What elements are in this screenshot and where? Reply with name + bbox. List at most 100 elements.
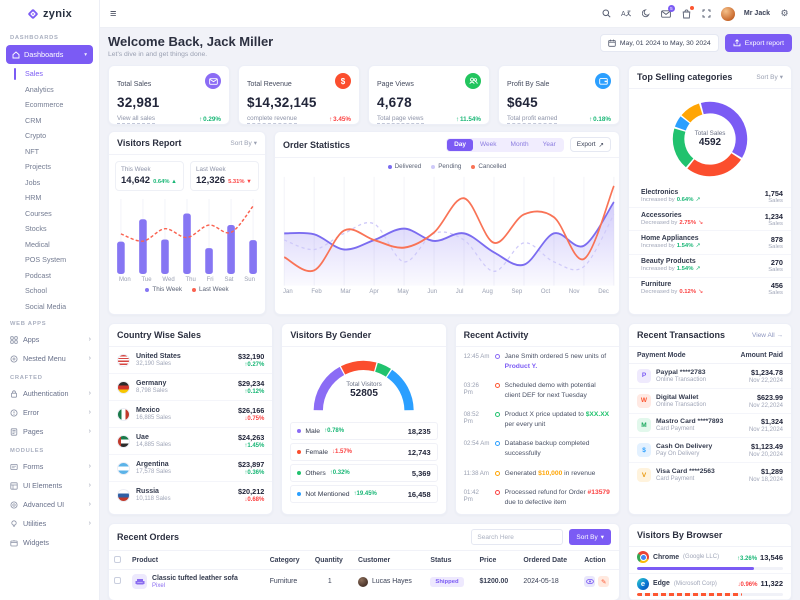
sidebar-item-utilities[interactable]: Utilities ›: [0, 514, 99, 533]
search-input[interactable]: [471, 529, 564, 545]
row-checkbox[interactable]: [114, 577, 121, 584]
brand-name: zynix: [42, 8, 72, 20]
column-header[interactable]: Category: [264, 551, 310, 570]
calendar-icon: [608, 39, 616, 47]
sidebar-item-advanced-ui[interactable]: Advanced UI ›: [0, 495, 99, 514]
select-all-checkbox[interactable]: [114, 555, 121, 563]
page-subtitle: Let's dive in and get things done.: [108, 51, 208, 58]
recent-transactions-panel: Recent Transactions View All → Payment M…: [628, 323, 792, 515]
column-header[interactable]: Price: [474, 551, 519, 570]
eye-icon: [585, 579, 594, 584]
visitors-report-panel: Visitors Report Sort By ▾ This Week 14,64…: [108, 131, 266, 315]
stat-cards: Total Sales 32,981 View all sales ↑ 0.29%…: [108, 65, 620, 125]
column-header[interactable]: Action: [579, 551, 619, 570]
stat-change: 3.45%: [333, 116, 351, 123]
view-all-link[interactable]: View All →: [752, 331, 783, 339]
sidebar-item-crypto[interactable]: Crypto: [25, 131, 47, 141]
cart-icon[interactable]: [681, 6, 694, 19]
sidebar-item-school[interactable]: School: [25, 286, 47, 296]
column-header[interactable]: Ordered Date: [518, 551, 580, 570]
export-button[interactable]: Export ↗: [569, 137, 611, 152]
chevron-right-icon: ›: [88, 501, 91, 508]
sidebar-item-crm[interactable]: CRM: [25, 115, 42, 125]
sidebar-item-podcast[interactable]: Podcast: [25, 270, 51, 280]
tab-day[interactable]: Day: [447, 138, 474, 151]
stat-link[interactable]: View all sales: [117, 115, 156, 124]
browsers-panel: Visitors By Browser Chrome (Google LLC) …: [628, 523, 792, 600]
sidebar-item-ui-elements[interactable]: UI Elements ›: [0, 476, 99, 495]
sidebar-item-social-media[interactable]: Social Media: [25, 301, 67, 311]
tab-week[interactable]: Week: [480, 141, 497, 148]
nested-menu-icon: [10, 355, 18, 363]
translate-icon[interactable]: A: [621, 8, 632, 19]
fullscreen-icon[interactable]: [701, 8, 712, 19]
menu-toggle-icon[interactable]: ≡: [110, 7, 117, 20]
svg-text:A: A: [621, 11, 626, 18]
stat-link[interactable]: Total page views: [377, 115, 424, 124]
sort-by-dropdown[interactable]: Sort By ▾: [230, 139, 257, 148]
stat-link[interactable]: complete revenue: [247, 115, 298, 124]
chart-legend: This Week Last Week: [109, 283, 265, 295]
sidebar-item-stocks[interactable]: Stocks: [25, 224, 47, 234]
sidebar-item-nested-menu[interactable]: Nested Menu ›: [0, 349, 99, 368]
sort-by-dropdown[interactable]: Sort By ▾: [756, 73, 783, 82]
edit-button[interactable]: ✎: [598, 576, 610, 587]
sort-by-button[interactable]: Sort By ▾: [569, 529, 611, 545]
chevron-down-icon: ▾: [84, 51, 87, 58]
user-name[interactable]: Mr Jack: [743, 10, 770, 17]
sidebar-item-courses[interactable]: Courses: [25, 208, 52, 218]
sidebar-item-forms[interactable]: Forms ›: [0, 457, 99, 476]
sidebar-item-label: Apps: [23, 335, 40, 344]
sidebar-item-analytics[interactable]: Analytics: [25, 84, 54, 94]
donut-center-value: 4592: [698, 137, 722, 148]
sidebar-section-webapps: WEB APPS: [10, 321, 47, 327]
sidebar-item-jobs[interactable]: Jobs: [25, 177, 41, 187]
panel-title: Recent Activity: [463, 330, 529, 340]
dark-mode-icon[interactable]: [641, 8, 652, 19]
progress-bar: [637, 566, 754, 570]
russia-flag-icon: [117, 488, 130, 502]
notifications-icon[interactable]: 5: [661, 5, 675, 19]
sidebar-item-error[interactable]: Error ›: [0, 403, 99, 422]
sidebar-item-apps[interactable]: Apps ›: [0, 330, 99, 349]
view-button[interactable]: [584, 576, 596, 587]
export-report-button[interactable]: Export report: [724, 34, 792, 52]
ui-elements-icon: [10, 481, 18, 490]
sidebar-item-sales[interactable]: Sales: [0, 66, 99, 82]
cart-badge-dot: [689, 6, 694, 10]
avatar[interactable]: [720, 6, 735, 21]
stat-value: $14,32,145: [247, 95, 317, 110]
sidebar-item-medical[interactable]: Medical: [25, 239, 50, 249]
tab-month[interactable]: Month: [510, 141, 529, 148]
sidebar-item-authentication[interactable]: Authentication ›: [0, 384, 99, 403]
tab-year[interactable]: Year: [542, 141, 556, 148]
sidebar-item-hrm[interactable]: HRM: [25, 193, 42, 203]
stat-link[interactable]: Total profit earned: [507, 115, 558, 124]
forms-icon: [10, 463, 18, 471]
brand-logo-icon: [28, 9, 38, 19]
gear-icon[interactable]: ⚙: [780, 8, 789, 18]
trend-up-icon: ↗: [695, 266, 701, 273]
sidebar-item-pages[interactable]: Pages ›: [0, 422, 99, 441]
country-row: Russia 10,118 Sales $20,212 ↓0.68%: [109, 482, 272, 508]
sidebar-item-pos-system[interactable]: POS System: [25, 255, 67, 265]
sidebar-item-nft[interactable]: NFT: [25, 146, 39, 156]
timeline-dot: [494, 353, 500, 359]
sidebar-item-label: Nested Menu: [23, 354, 66, 363]
stat-value: 4,678: [377, 95, 412, 110]
brand-logo[interactable]: zynix: [0, 0, 99, 28]
trend-up-icon: ↑: [588, 116, 593, 123]
chevron-right-icon: ›: [88, 390, 91, 397]
column-header[interactable]: Customer: [352, 551, 426, 570]
table-row: Classic tufted leather sofa Pixel Furnitu…: [109, 570, 619, 594]
column-header[interactable]: Product: [127, 551, 265, 570]
sidebar-item-widgets[interactable]: Widgets: [0, 533, 99, 552]
pencil-icon: ✎: [601, 578, 607, 586]
sidebar-item-dashboards[interactable]: Dashboards ▾: [6, 45, 93, 64]
sidebar-item-ecommerce[interactable]: Ecommerce: [25, 100, 64, 110]
search-icon[interactable]: [601, 8, 612, 19]
date-range-picker[interactable]: May, 01 2024 to May, 30 2024: [599, 34, 719, 52]
column-header[interactable]: Quantity: [309, 551, 353, 570]
column-header[interactable]: Status: [425, 551, 475, 570]
sidebar-item-projects[interactable]: Projects: [25, 162, 51, 172]
